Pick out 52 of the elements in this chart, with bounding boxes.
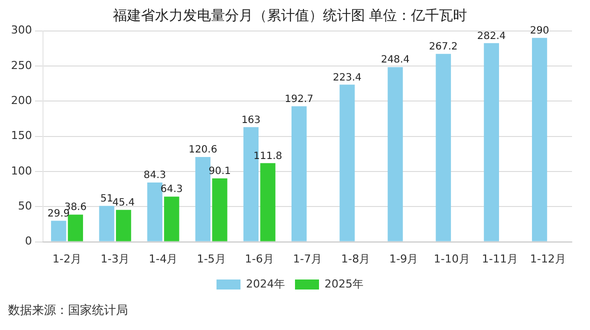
source-note: 数据来源：国家统计局 <box>8 302 129 319</box>
data-label: 248.4 <box>380 54 410 66</box>
data-label: 29.9 <box>47 208 70 220</box>
y-tick-label: 250 <box>10 58 32 72</box>
data-label: 282.4 <box>477 30 506 42</box>
bar <box>68 214 84 242</box>
data-label: 290 <box>530 25 550 36</box>
y-tick-label: 100 <box>10 164 32 178</box>
data-label: 64.3 <box>160 184 183 196</box>
bar <box>436 54 451 242</box>
data-label: 84.3 <box>144 170 166 182</box>
data-label: 51 <box>100 194 114 205</box>
legend-label: 2025年 <box>324 277 364 290</box>
bar <box>99 206 114 242</box>
bar <box>340 84 355 242</box>
y-tick-label: 300 <box>10 24 32 37</box>
x-tick-label: 1-10月 <box>434 252 470 266</box>
y-tick-label: 150 <box>10 129 32 142</box>
data-label: 90.1 <box>208 166 231 178</box>
bar <box>484 43 500 242</box>
bar <box>292 106 307 242</box>
x-tick-label: 1-7月 <box>293 252 322 266</box>
x-tick-label: 1-2月 <box>52 252 82 266</box>
x-tick-label: 1-12月 <box>530 252 566 266</box>
data-label: 192.7 <box>284 94 314 105</box>
bar <box>164 196 180 242</box>
x-tick-label: 1-11月 <box>482 252 518 266</box>
y-tick-label: 50 <box>18 199 32 212</box>
bar <box>147 182 162 242</box>
bar <box>195 156 210 242</box>
data-label: 111.8 <box>254 150 282 162</box>
x-tick-label: 1-3月 <box>100 252 130 266</box>
bar <box>116 210 132 242</box>
chart-title: 福建省水力发电量分月（累计值）统计图 单位：亿千瓦时 <box>112 8 468 24</box>
bar <box>388 67 403 242</box>
data-label: 45.4 <box>112 197 135 208</box>
bar <box>212 178 228 242</box>
data-label: 163 <box>241 114 261 126</box>
bar <box>532 38 548 242</box>
x-tick-label: 1-6月 <box>244 252 274 266</box>
x-tick-label: 1-4月 <box>148 252 178 266</box>
x-tick-label: 1-8月 <box>341 252 370 266</box>
x-tick-label: 1-9月 <box>389 252 418 266</box>
bar <box>260 163 276 242</box>
data-label: 120.6 <box>188 144 218 156</box>
data-label: 223.4 <box>332 72 362 84</box>
x-tick-label: 1-5月 <box>196 252 226 266</box>
legend-label: 2024年 <box>246 277 286 290</box>
bar <box>51 220 66 242</box>
y-tick-label: 0 <box>24 234 32 248</box>
y-tick-label: 200 <box>10 94 32 107</box>
data-label: 267.2 <box>429 41 458 52</box>
